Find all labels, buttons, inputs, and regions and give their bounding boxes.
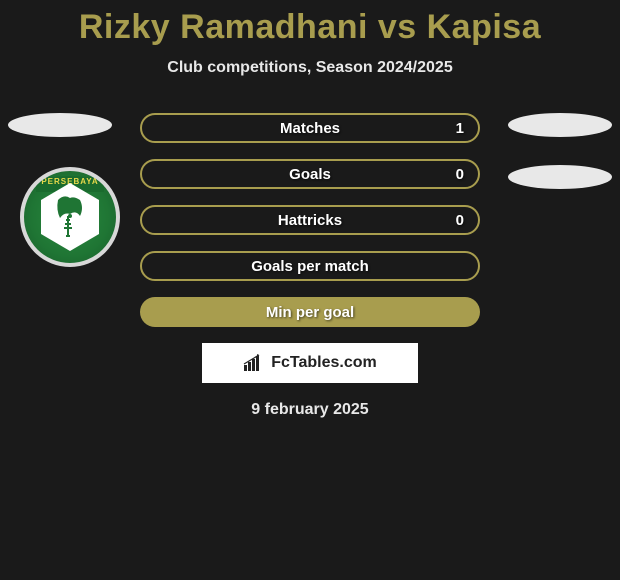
player-right-placeholder-2 xyxy=(508,165,612,189)
stat-value: 1 xyxy=(456,120,464,137)
stat-bar-matches: Matches 1 xyxy=(140,113,480,143)
stat-label: Min per goal xyxy=(266,304,354,321)
footer-brand-text: FcTables.com xyxy=(271,354,377,372)
stat-value: 0 xyxy=(456,212,464,229)
page-title: Rizky Ramadhani vs Kapisa xyxy=(0,0,620,47)
stat-label: Matches xyxy=(280,120,340,137)
stat-label: Goals xyxy=(289,166,331,183)
subtitle: Club competitions, Season 2024/2025 xyxy=(0,59,620,77)
stat-value: 0 xyxy=(456,166,464,183)
footer-date: 9 february 2025 xyxy=(0,401,620,419)
stat-bar-goals-per-match: Goals per match xyxy=(140,251,480,281)
stat-bar-hattricks: Hattricks 0 xyxy=(140,205,480,235)
badge-emblem-icon xyxy=(50,192,90,242)
stat-bars: Matches 1 Goals 0 Hattricks 0 Goals per … xyxy=(140,113,480,327)
bar-chart-icon xyxy=(243,354,265,372)
player-right-placeholder-1 xyxy=(508,113,612,137)
club-badge-persebaya: PERSEBAYA xyxy=(20,167,120,267)
stat-bar-goals: Goals 0 xyxy=(140,159,480,189)
stat-bar-min-per-goal: Min per goal xyxy=(140,297,480,327)
stat-label: Hattricks xyxy=(278,212,342,229)
badge-shield xyxy=(41,183,99,251)
player-left-placeholder-1 xyxy=(8,113,112,137)
comparison-content: PERSEBAYA Matches 1 Goals 0 Hattricks 0 … xyxy=(0,113,620,419)
footer-brand[interactable]: FcTables.com xyxy=(202,343,418,383)
stat-label: Goals per match xyxy=(251,258,369,275)
